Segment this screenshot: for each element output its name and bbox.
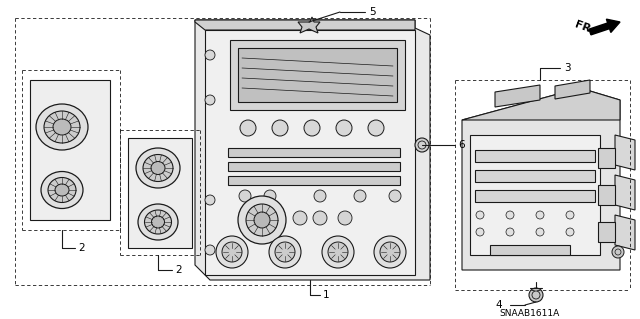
- Text: 4: 4: [495, 300, 502, 310]
- Text: FR.: FR.: [573, 20, 596, 36]
- Polygon shape: [475, 170, 595, 182]
- Text: 3: 3: [564, 63, 570, 73]
- Polygon shape: [195, 20, 430, 280]
- Polygon shape: [598, 222, 615, 242]
- Circle shape: [269, 236, 301, 268]
- Circle shape: [304, 120, 320, 136]
- Ellipse shape: [41, 172, 83, 209]
- Circle shape: [415, 138, 429, 152]
- Circle shape: [566, 211, 574, 219]
- Circle shape: [506, 228, 514, 236]
- Ellipse shape: [152, 216, 164, 228]
- Circle shape: [529, 288, 543, 302]
- Circle shape: [239, 190, 251, 202]
- Polygon shape: [495, 85, 540, 107]
- Ellipse shape: [53, 119, 71, 135]
- Circle shape: [205, 50, 215, 60]
- Circle shape: [354, 190, 366, 202]
- Polygon shape: [205, 30, 415, 275]
- Polygon shape: [475, 190, 595, 202]
- Polygon shape: [555, 80, 590, 99]
- Circle shape: [536, 228, 544, 236]
- Circle shape: [476, 211, 484, 219]
- Ellipse shape: [48, 177, 76, 203]
- Polygon shape: [462, 88, 620, 270]
- Ellipse shape: [55, 184, 69, 196]
- Circle shape: [328, 242, 348, 262]
- Text: 2: 2: [176, 265, 182, 275]
- Circle shape: [205, 195, 215, 205]
- Circle shape: [314, 190, 326, 202]
- Circle shape: [216, 236, 248, 268]
- Circle shape: [264, 190, 276, 202]
- Polygon shape: [128, 138, 192, 248]
- Circle shape: [254, 212, 270, 228]
- Circle shape: [313, 211, 327, 225]
- Ellipse shape: [36, 104, 88, 150]
- Polygon shape: [298, 17, 320, 33]
- Circle shape: [380, 242, 400, 262]
- Text: SNAAB1611A: SNAAB1611A: [500, 308, 560, 317]
- Ellipse shape: [136, 148, 180, 188]
- Polygon shape: [475, 150, 595, 162]
- Polygon shape: [238, 48, 397, 102]
- Circle shape: [322, 236, 354, 268]
- Ellipse shape: [143, 154, 173, 182]
- Circle shape: [336, 120, 352, 136]
- Ellipse shape: [145, 210, 172, 234]
- Polygon shape: [30, 80, 110, 220]
- Ellipse shape: [151, 161, 165, 174]
- Circle shape: [222, 242, 242, 262]
- Circle shape: [506, 211, 514, 219]
- Text: 2: 2: [79, 243, 85, 253]
- Polygon shape: [228, 176, 400, 185]
- Polygon shape: [598, 148, 615, 168]
- Circle shape: [205, 245, 215, 255]
- Circle shape: [293, 211, 307, 225]
- Polygon shape: [228, 162, 400, 171]
- Polygon shape: [615, 135, 635, 170]
- Polygon shape: [490, 245, 570, 255]
- Circle shape: [536, 211, 544, 219]
- Circle shape: [612, 246, 624, 258]
- Circle shape: [374, 236, 406, 268]
- Circle shape: [338, 211, 352, 225]
- Circle shape: [368, 120, 384, 136]
- Polygon shape: [462, 88, 620, 120]
- Text: 5: 5: [369, 7, 375, 17]
- Polygon shape: [195, 20, 415, 30]
- Ellipse shape: [138, 204, 178, 240]
- Ellipse shape: [44, 111, 80, 143]
- FancyArrow shape: [589, 19, 620, 35]
- Text: 1: 1: [323, 290, 330, 300]
- Circle shape: [272, 120, 288, 136]
- Text: 6: 6: [459, 140, 465, 150]
- Polygon shape: [598, 185, 615, 205]
- Polygon shape: [615, 215, 635, 250]
- Polygon shape: [228, 148, 400, 157]
- Circle shape: [389, 190, 401, 202]
- Polygon shape: [230, 40, 405, 110]
- Circle shape: [238, 196, 286, 244]
- Circle shape: [246, 204, 278, 236]
- Circle shape: [566, 228, 574, 236]
- Polygon shape: [615, 175, 635, 210]
- Circle shape: [205, 95, 215, 105]
- Polygon shape: [470, 135, 600, 255]
- Circle shape: [476, 228, 484, 236]
- Circle shape: [240, 120, 256, 136]
- Circle shape: [275, 242, 295, 262]
